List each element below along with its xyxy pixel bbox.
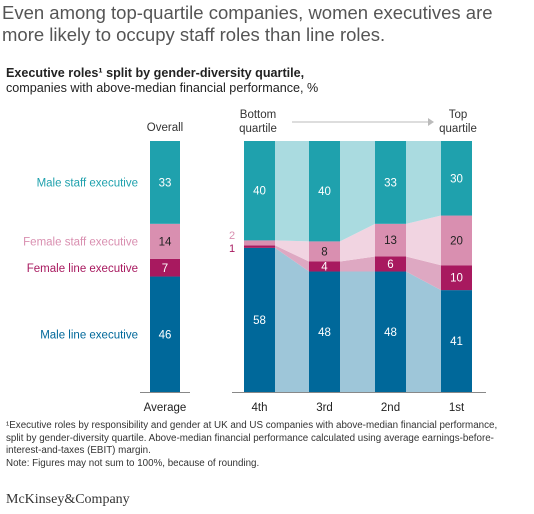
bar-segment (244, 245, 275, 248)
subtitle-rest: companies with above-median financial pe… (6, 81, 319, 95)
brand-logo: McKinsey&Company (6, 492, 130, 507)
data-label: 33 (384, 177, 397, 189)
bar-segment (441, 215, 472, 266)
bar-segment (244, 247, 275, 392)
data-label: 4 (321, 262, 328, 274)
data-label: 30 (450, 173, 463, 185)
data-label: 8 (321, 246, 327, 258)
bar-segment (150, 258, 180, 277)
data-label: 41 (450, 336, 463, 348)
bar-segment (244, 240, 275, 246)
subtitle-bold: Executive roles¹ split by gender-diversi… (6, 66, 305, 80)
connector-band (340, 256, 375, 272)
bar-segment (375, 271, 406, 392)
connector-band (340, 271, 375, 392)
footnote-line-1: ¹Executive roles by responsibility and g… (6, 420, 498, 431)
data-label: 7 (162, 263, 168, 275)
series-label: Female line executive (27, 263, 138, 275)
category-label: 4th (252, 402, 268, 414)
chart-headline: Even among top-quartile companies, women… (2, 2, 493, 45)
footnote: ¹Executive roles by responsibility and g… (6, 420, 530, 470)
top-quartile-header: Top (449, 109, 468, 121)
footnote-line-2: split by gender-diversity quartile. Abov… (6, 432, 494, 444)
category-label: Average (144, 402, 187, 414)
series-label: Male staff executive (37, 177, 138, 189)
footnote-note: Note: Figures may not sum to 100%, becau… (6, 457, 260, 469)
bar-segment (150, 141, 180, 224)
bottom-quartile-header: Bottom (240, 109, 276, 121)
data-label: 14 (159, 236, 172, 248)
bar-segment (375, 141, 406, 224)
overall-header: Overall (147, 122, 183, 134)
bar-segment (244, 141, 275, 241)
data-label: 10 (450, 273, 463, 285)
bar-segment (150, 276, 180, 392)
connector-band (406, 141, 441, 224)
series-label: Female staff executive (23, 236, 138, 248)
bar-segment (441, 290, 472, 392)
category-label: 1st (449, 402, 465, 414)
data-label: 58 (253, 315, 266, 327)
connector-band (275, 247, 309, 392)
bar-segment (309, 271, 340, 392)
bar-segment (309, 141, 340, 242)
data-label: 48 (384, 327, 397, 339)
data-label: 48 (318, 327, 331, 339)
category-label: 2nd (381, 402, 400, 414)
stacked-bar-chart: 4671433584048484048613334110203021Averag… (23, 109, 486, 414)
top-quartile-header: quartile (439, 123, 477, 135)
connector-band (275, 245, 309, 272)
chart-subtitle: Executive roles¹ split by gender-diversi… (6, 66, 526, 96)
data-label: 40 (253, 186, 266, 198)
connector-band (340, 141, 375, 242)
connector-band (406, 256, 441, 291)
data-label: 20 (450, 235, 463, 247)
data-label: 6 (387, 259, 393, 271)
outside-label-female-line: 1 (229, 243, 235, 255)
bar-segment (441, 265, 472, 291)
bar-segment (150, 223, 180, 259)
connector-band (275, 240, 309, 262)
connector-band (275, 141, 309, 242)
bar-segment (375, 223, 406, 257)
data-label: 13 (384, 235, 397, 247)
footnote-line-3: interest-and-taxes (EBIT) margin. (6, 445, 151, 456)
outside-label-female-staff: 2 (229, 230, 235, 242)
series-label: Male line executive (40, 329, 138, 341)
bar-segment (441, 141, 472, 216)
bar-segment (309, 241, 340, 262)
data-label: 33 (159, 177, 172, 189)
bar-segment (375, 256, 406, 272)
connector-band (406, 215, 441, 266)
connector-band (340, 223, 375, 262)
connector-band (406, 271, 441, 392)
bottom-quartile-header: quartile (239, 123, 277, 135)
data-label: 40 (318, 186, 331, 198)
bar-segment (309, 261, 340, 272)
category-label: 3rd (316, 402, 333, 414)
data-label: 46 (159, 329, 172, 341)
arrow-head (428, 118, 434, 126)
